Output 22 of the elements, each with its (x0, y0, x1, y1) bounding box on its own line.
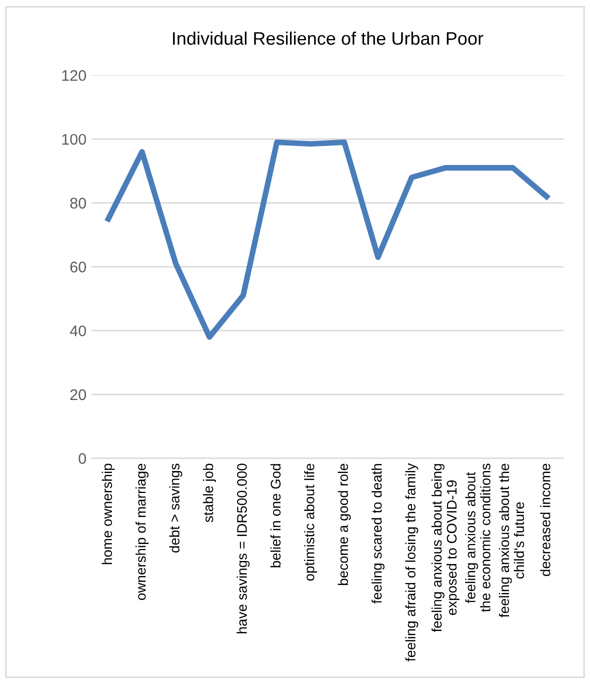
y-tick-label: 60 (70, 262, 86, 272)
x-tick-label: become a good role (338, 464, 351, 586)
y-tick-label: 100 (62, 134, 86, 145)
y-tick-label: 120 (62, 70, 86, 81)
x-tick-label: belief in one God (270, 464, 281, 568)
x-tick-label: stable job (202, 464, 216, 522)
x-tick-label: ownership of marriage (136, 464, 148, 600)
x-tick-label: debt > savings (169, 464, 182, 553)
x-tick-label: decreased income (540, 464, 550, 576)
y-tick-label: 20 (70, 389, 86, 400)
chart-title: Individual Resilience of the Urban Poor (173, 32, 484, 45)
x-tick-label: feeling anxious about the economic conditions (465, 464, 490, 612)
y-tick-label: 80 (70, 198, 86, 209)
x-tick-label: feeling anxious about the child's future (498, 464, 524, 618)
x-tick-label: home ownership (102, 464, 115, 564)
y-tick-label: 0 (78, 453, 86, 464)
x-tick-label: feeling afraid of losing the family (405, 463, 418, 662)
x-tick-label: feeling scared to death (372, 464, 384, 604)
x-tick-label: have savings = IDR500.000 (236, 464, 250, 634)
x-tick-label: feeling anxious about being exposed to COVID-19 (431, 464, 460, 632)
x-tick-label: optimistic about life (304, 464, 318, 581)
y-tick-label: 40 (70, 325, 86, 336)
